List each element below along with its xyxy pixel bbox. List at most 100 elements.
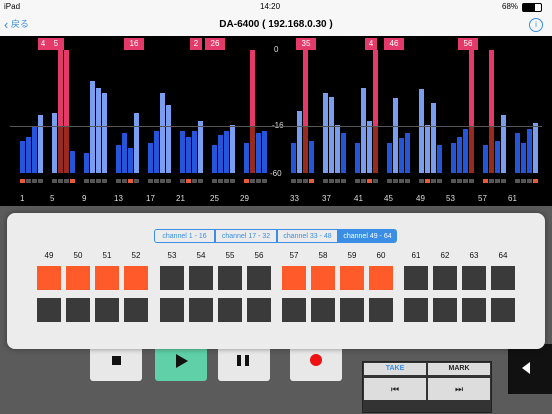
meter-upper-bar (96, 88, 101, 173)
meter-upper-bar (323, 93, 328, 173)
rec-arm-button[interactable] (340, 266, 364, 290)
channel-toggle-button[interactable] (124, 298, 148, 322)
channel-number: 58 (318, 251, 328, 260)
channel-number: 51 (102, 251, 112, 260)
rec-arm-button[interactable] (311, 266, 335, 290)
channel-toggle-button[interactable] (311, 298, 335, 322)
segment-ch1-16[interactable]: channel 1 - 16 (154, 229, 215, 243)
rec-arm-button[interactable] (95, 266, 119, 290)
meter-indicator (134, 179, 139, 183)
meter-bar (122, 133, 127, 173)
meter-indicator (451, 179, 456, 183)
meter-indicator (58, 179, 63, 183)
channel-toggle-button[interactable] (282, 298, 306, 322)
meter-bar (489, 123, 494, 173)
meter-indicator (463, 179, 468, 183)
meter-upper-bar (329, 97, 334, 173)
rec-arm-button[interactable] (218, 266, 242, 290)
rec-arm-button[interactable] (37, 266, 61, 290)
meter-indicator (116, 179, 121, 183)
meter-indicator (102, 179, 107, 183)
channel-toggle-button[interactable] (160, 298, 184, 322)
channel-label: 17 (146, 194, 155, 203)
meter-peak-bar (64, 50, 69, 126)
channel-toggle-button[interactable] (247, 298, 271, 322)
channel-toggle-button[interactable] (404, 298, 428, 322)
meter-bar (186, 137, 191, 173)
channel-label: 33 (290, 194, 299, 203)
channel-label: 13 (114, 194, 123, 203)
rec-arm-button[interactable] (462, 266, 486, 290)
meter-area: 0 -16 -60 4 5 16 2 26 35 4 46 56 1 5 9 13 17… (0, 36, 552, 206)
meter-indicator (291, 179, 296, 183)
rec-arm-button[interactable] (491, 266, 515, 290)
meter-indicator (373, 179, 378, 183)
channel-label: 25 (210, 194, 219, 203)
meter-indicator (361, 179, 366, 183)
channel-toggle-button[interactable] (218, 298, 242, 322)
rec-arm-button[interactable] (160, 266, 184, 290)
info-icon[interactable]: i (529, 18, 543, 32)
channel-toggle-button[interactable] (491, 298, 515, 322)
meter-bar (399, 138, 404, 173)
meter-bar (355, 143, 360, 173)
meter-bar (521, 143, 526, 173)
meter-bar (463, 129, 468, 173)
channel-label: 61 (508, 194, 517, 203)
segment-ch17-32[interactable]: channel 17 - 32 (215, 229, 277, 243)
meter-bar (20, 141, 25, 173)
channel-number: 61 (411, 251, 421, 260)
mark-button[interactable]: MARK (428, 363, 490, 375)
back-button[interactable]: ‹ 戻る (4, 17, 29, 33)
tag-4b: 4 (365, 38, 377, 50)
meter-bar (341, 133, 346, 173)
meter-indicator (483, 179, 488, 183)
channel-label: 9 (82, 194, 87, 203)
rec-arm-button[interactable] (124, 266, 148, 290)
meter-upper-bar (361, 88, 366, 173)
rec-arm-button[interactable] (433, 266, 457, 290)
meter-bar (180, 131, 185, 173)
meter-indicator (84, 179, 89, 183)
channel-toggle-button[interactable] (462, 298, 486, 322)
scale-16: -16 (272, 121, 284, 130)
segment-ch49-64[interactable]: channel 49 - 64 (338, 229, 397, 243)
channel-toggle-button[interactable] (189, 298, 213, 322)
rec-arm-button[interactable] (282, 266, 306, 290)
channel-toggle-button[interactable] (340, 298, 364, 322)
rec-arm-button[interactable] (247, 266, 271, 290)
meter-indicator (192, 179, 197, 183)
meter-bar (515, 133, 520, 173)
channel-toggle-button[interactable] (66, 298, 90, 322)
channel-number: 49 (44, 251, 54, 260)
meter-bar (309, 141, 314, 173)
rewind-button[interactable]: ⏮ (364, 378, 426, 400)
rec-arm-button[interactable] (369, 266, 393, 290)
meter-indicator (26, 179, 31, 183)
channel-toggle-button[interactable] (433, 298, 457, 322)
meter-indicator (393, 179, 398, 183)
meter-bar (84, 153, 89, 173)
side-panel-toggle[interactable] (508, 344, 552, 394)
rec-arm-button[interactable] (189, 266, 213, 290)
meter-peak-bar (250, 50, 255, 126)
take-button[interactable]: TAKE (364, 363, 426, 375)
meter-indicator (262, 179, 267, 183)
reference-line (10, 126, 542, 127)
channel-toggle-button[interactable] (37, 298, 61, 322)
meter-indicator (297, 179, 302, 183)
meter-indicator (405, 179, 410, 183)
meter-indicator (160, 179, 165, 183)
back-label: 戻る (10, 19, 29, 29)
scale-60: -60 (270, 169, 282, 178)
meter-indicator (180, 179, 185, 183)
meter-indicator (128, 179, 133, 183)
channel-toggle-button[interactable] (369, 298, 393, 322)
fast-forward-button[interactable]: ⏭ (428, 378, 490, 400)
pause-icon (237, 355, 241, 366)
rec-arm-button[interactable] (404, 266, 428, 290)
channel-toggle-button[interactable] (95, 298, 119, 322)
rec-arm-button[interactable] (66, 266, 90, 290)
segment-ch33-48[interactable]: channel 33 - 48 (277, 229, 338, 243)
channel-label: 41 (354, 194, 363, 203)
